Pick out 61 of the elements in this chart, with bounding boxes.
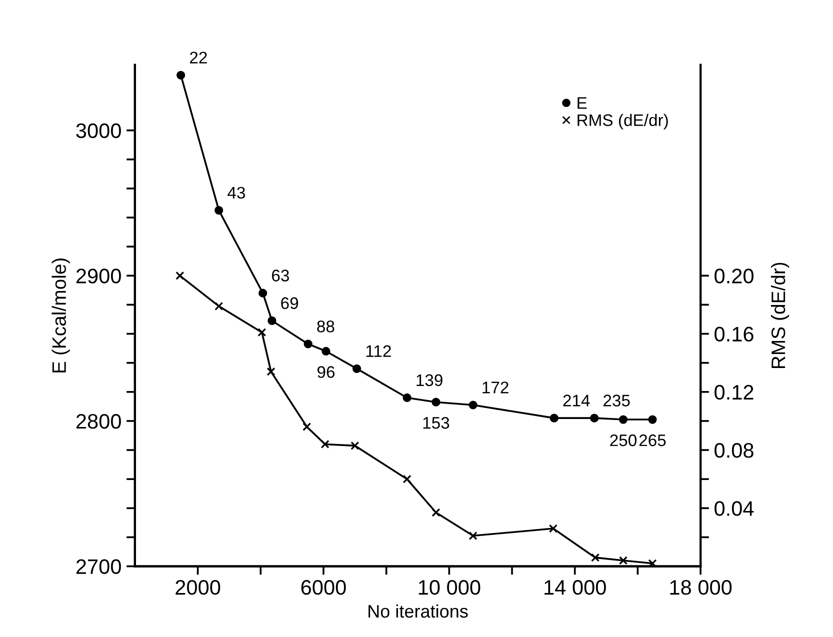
x-tick-label: 14 000 (544, 580, 606, 595)
annotation: 250 (610, 434, 637, 446)
annotation: 22 (190, 52, 207, 64)
point (648, 415, 657, 424)
y2-axis-title: RMS (dE/dr) (770, 262, 790, 368)
point (304, 340, 312, 348)
point (648, 559, 657, 568)
y-tick-label: 2800 (76, 414, 121, 429)
y2-tick-label: 0.12 (714, 384, 754, 400)
point (432, 508, 440, 517)
annotation: 172 (482, 382, 508, 394)
x-tick-label: 18 000 (670, 580, 732, 595)
point (402, 393, 412, 402)
point (214, 302, 224, 310)
point (352, 364, 362, 373)
point (302, 422, 312, 432)
annotation: 112 (366, 345, 391, 357)
point (268, 316, 276, 326)
legend-label: E (578, 97, 587, 109)
point (176, 70, 186, 80)
annotation: 265 (639, 434, 666, 446)
annotation: 63 (272, 270, 289, 282)
point (550, 414, 558, 422)
point (590, 553, 600, 562)
point (590, 414, 599, 422)
point (322, 346, 330, 356)
annotation: 69 (281, 297, 298, 310)
point (176, 271, 184, 280)
y-tick-label: 3000 (76, 123, 121, 138)
x-tick-label: 6000 (301, 580, 346, 595)
y2-tick-label: 0.08 (714, 443, 754, 458)
annotation: 43 (228, 186, 245, 199)
point (258, 288, 268, 298)
point (402, 474, 412, 484)
point (214, 206, 224, 215)
annotation: 139 (416, 374, 442, 386)
annotation: 214 (563, 394, 590, 406)
y-axis-title: E (Kcal/mole) (52, 258, 70, 372)
x-axis-title: No iterations (368, 604, 468, 618)
point (618, 415, 628, 424)
legend-label: RMS (dE/dr) (578, 114, 668, 130)
point (320, 440, 330, 449)
x-tick-label: 10 000 (418, 580, 480, 595)
annotation: 153 (423, 416, 450, 429)
point (258, 328, 266, 337)
annotation: 96 (318, 366, 335, 378)
y-tick-label: 2900 (76, 268, 121, 284)
point (618, 556, 628, 565)
annotation: 88 (317, 320, 334, 332)
y2-tick-label: 0.16 (714, 326, 754, 342)
x-tick-label: 2000 (176, 580, 220, 595)
point (468, 400, 478, 410)
y2-tick-label: 0.20 (714, 268, 754, 284)
y-tick-label: 2700 (76, 559, 121, 574)
point (548, 524, 558, 533)
y2-tick-label: 0.04 (714, 501, 754, 516)
point (468, 531, 478, 540)
point (350, 441, 360, 450)
annotation: 235 (604, 394, 630, 406)
point (432, 398, 440, 406)
point (266, 367, 276, 376)
